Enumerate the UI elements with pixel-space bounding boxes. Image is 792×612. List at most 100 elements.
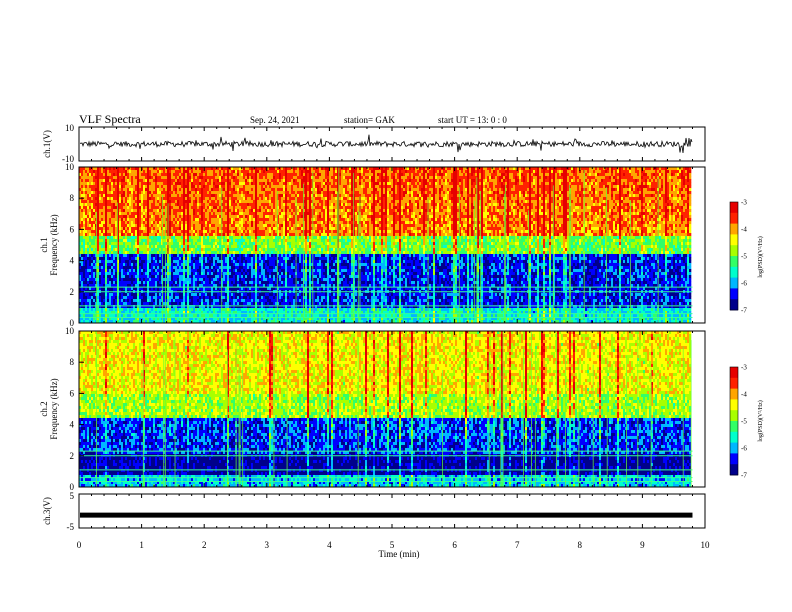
spectrogram-cell bbox=[261, 197, 263, 200]
spectrogram-cell bbox=[215, 251, 217, 254]
spectrogram-cell bbox=[237, 269, 239, 272]
spectrogram-cell bbox=[119, 242, 121, 245]
spectrogram-cell bbox=[259, 212, 261, 215]
spectrogram-cell bbox=[259, 299, 261, 302]
spectrogram-cell bbox=[235, 188, 237, 191]
spectrogram-cell bbox=[93, 173, 95, 176]
spectrogram-cell bbox=[89, 254, 91, 257]
spectrogram-cell bbox=[223, 260, 225, 263]
spectrogram-cell bbox=[213, 299, 215, 302]
spectrogram-cell bbox=[199, 263, 201, 266]
spectrogram-cell bbox=[91, 182, 93, 185]
spectrogram-cell bbox=[203, 224, 205, 227]
spectrogram-cell bbox=[137, 269, 139, 272]
spectrogram-cell bbox=[151, 209, 153, 212]
spectrogram-cell bbox=[133, 263, 135, 266]
spectrogram-cell bbox=[243, 254, 245, 257]
spectrogram-cell bbox=[137, 296, 139, 299]
spectrogram-cell bbox=[147, 293, 149, 296]
spectrogram-cell bbox=[223, 197, 225, 200]
spectrogram-cell bbox=[133, 248, 135, 251]
spectrogram-cell bbox=[183, 296, 185, 299]
spectrogram-cell bbox=[211, 275, 213, 278]
spectrogram-cell bbox=[211, 224, 213, 227]
spectrogram-cell bbox=[255, 194, 257, 197]
spectrogram-cell bbox=[185, 296, 187, 299]
spectrogram-cell bbox=[83, 296, 85, 299]
spectrogram-cell bbox=[189, 203, 191, 206]
spectrogram-cell bbox=[251, 224, 253, 227]
spectrogram-cell bbox=[245, 209, 247, 212]
spectrogram-cell bbox=[241, 224, 243, 227]
spectrogram-cell bbox=[233, 242, 235, 245]
spectrogram-cell bbox=[175, 200, 177, 203]
spectrogram-cell bbox=[123, 203, 125, 206]
spectrogram-cell bbox=[201, 296, 203, 299]
spectrogram-cell bbox=[207, 170, 209, 173]
spectrogram-cell bbox=[151, 278, 153, 281]
spectrogram-cell bbox=[229, 212, 231, 215]
spectrogram-cell bbox=[205, 296, 207, 299]
spectrogram-cell bbox=[149, 278, 151, 281]
spectrogram-cell bbox=[205, 185, 207, 188]
spectrogram-cell bbox=[197, 242, 199, 245]
spectrogram-cell bbox=[199, 302, 201, 305]
spectrogram-cell bbox=[129, 302, 131, 305]
spectrogram-cell bbox=[203, 236, 205, 239]
spectrogram-cell bbox=[235, 236, 237, 239]
spectrogram-cell bbox=[207, 197, 209, 200]
spectrogram-cell bbox=[175, 197, 177, 200]
spectrogram-cell bbox=[243, 239, 245, 242]
spectrogram-cell bbox=[135, 233, 137, 236]
spectrogram-cell bbox=[235, 215, 237, 218]
spectrogram-cell bbox=[223, 188, 225, 191]
spectrogram-cell bbox=[115, 221, 117, 224]
spectrogram-cell bbox=[249, 179, 251, 182]
spectrogram-cell bbox=[219, 299, 221, 302]
spectrogram-cell bbox=[185, 176, 187, 179]
spectrogram-cell bbox=[231, 209, 233, 212]
spectrogram-cell bbox=[135, 269, 137, 272]
spectrogram-cell bbox=[255, 233, 257, 236]
spectrogram-cell bbox=[243, 224, 245, 227]
spectrogram-cell bbox=[149, 221, 151, 224]
spectrogram-cell bbox=[135, 230, 137, 233]
spectrogram-cell bbox=[155, 194, 157, 197]
spectrogram-cell bbox=[241, 218, 243, 221]
spectrogram-cell bbox=[247, 176, 249, 179]
spectrogram-cell bbox=[137, 215, 139, 218]
spectrogram-cell bbox=[155, 299, 157, 302]
spectrogram-cell bbox=[139, 245, 141, 248]
spectrogram-cell bbox=[99, 257, 101, 260]
spectrogram-cell bbox=[137, 239, 139, 242]
spectrogram-cell bbox=[157, 236, 159, 239]
spectrogram-cell bbox=[257, 299, 259, 302]
spectrogram-cell bbox=[111, 254, 113, 257]
spectrogram-cell bbox=[259, 233, 261, 236]
spectrogram-cell bbox=[227, 248, 229, 251]
spectrogram-cell bbox=[171, 209, 173, 212]
spectrogram-cell bbox=[119, 281, 121, 284]
spectrogram-cell bbox=[143, 179, 145, 182]
spectrogram-cell bbox=[111, 173, 113, 176]
spectrogram-cell bbox=[135, 293, 137, 296]
spectrogram-cell bbox=[189, 254, 191, 257]
spectrogram-cell bbox=[205, 239, 207, 242]
spectrogram-cell bbox=[91, 191, 93, 194]
spectrogram-cell bbox=[211, 227, 213, 230]
spectrogram-cell bbox=[217, 170, 219, 173]
spectrogram-cell bbox=[233, 197, 235, 200]
spectrogram-cell bbox=[185, 170, 187, 173]
spectrogram-cell bbox=[81, 218, 83, 221]
spectrogram-cell bbox=[223, 203, 225, 206]
spectrogram-cell bbox=[261, 260, 263, 263]
spectrogram-cell bbox=[183, 257, 185, 260]
spectrogram-cell bbox=[161, 185, 163, 188]
spectrogram-cell bbox=[149, 296, 151, 299]
spectrogram-cell bbox=[233, 260, 235, 263]
spectrogram-cell bbox=[237, 197, 239, 200]
spectrogram-cell bbox=[173, 212, 175, 215]
spectrogram-cell bbox=[209, 257, 211, 260]
spectrogram-cell bbox=[255, 185, 257, 188]
spectrogram-cell bbox=[201, 278, 203, 281]
